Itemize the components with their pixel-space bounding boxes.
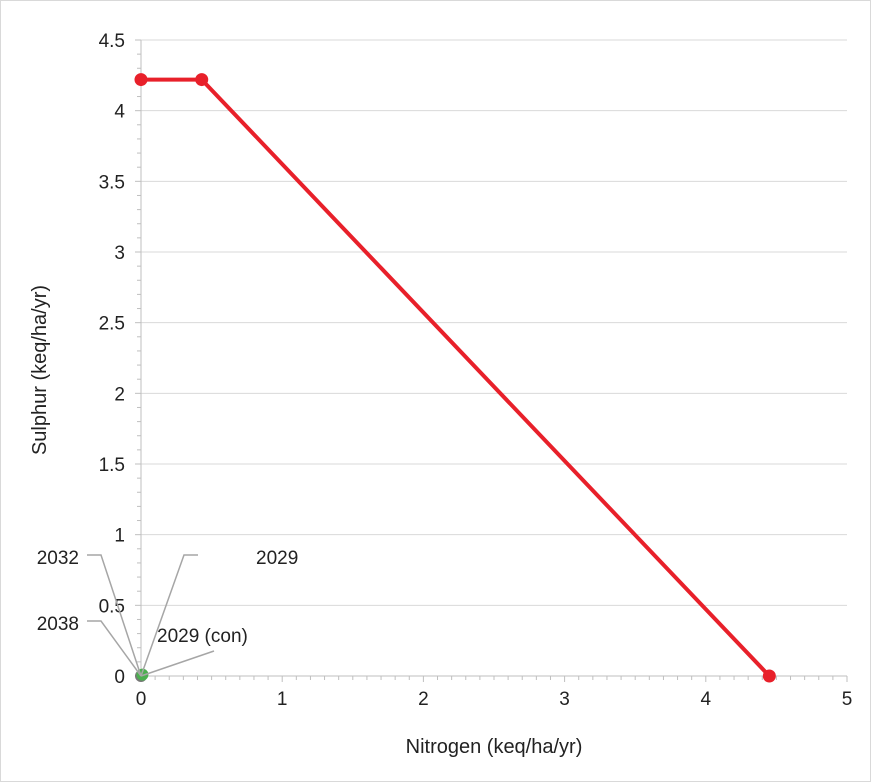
series-point-0-2 <box>762 669 776 683</box>
annotation-label-2038: 2038 <box>37 614 79 635</box>
x-tick-label-0: 0 <box>136 689 147 710</box>
annotation-label-2029: 2029 <box>256 548 298 569</box>
y-axis-title: Sulphur (keq/ha/yr) <box>29 285 51 455</box>
y-tick-label-3: 1.5 <box>99 455 125 476</box>
leader-2032 <box>87 554 142 677</box>
x-axis-title: Nitrogen (keq/ha/yr) <box>406 736 583 758</box>
y-tick-label-0: 0 <box>114 667 125 688</box>
y-tick-labels: 0 0.5 1 1.5 2 2.5 3 3.5 4 4.5 <box>99 31 126 688</box>
y-tick-label-5: 2.5 <box>99 314 125 335</box>
series-line-0 <box>141 77 771 678</box>
x-tick-label-2: 2 <box>418 689 429 710</box>
leader-2038 <box>87 620 142 677</box>
annotation-layer: 2032 2038 2029 2029 (con) <box>37 548 298 677</box>
x-tick-labels: 0 1 2 3 4 5 <box>136 689 853 710</box>
y-tick-label-1: 0.5 <box>99 596 125 617</box>
x-tick-label-1: 1 <box>277 689 288 710</box>
x-tick-label-5: 5 <box>842 689 853 710</box>
y-tick-label-9: 4.5 <box>99 31 125 52</box>
x-tick-label-4: 4 <box>701 689 712 710</box>
y-tick-label-4: 2 <box>114 384 125 405</box>
annotation-label-2032: 2032 <box>37 548 79 569</box>
series-layer <box>134 73 776 683</box>
y-tick-label-2: 1 <box>114 526 125 547</box>
annotation-label-2029-con: 2029 (con) <box>157 626 248 647</box>
y-tick-label-8: 4 <box>114 102 125 123</box>
leader-2029-con <box>140 650 215 677</box>
y-tick-label-7: 3.5 <box>99 172 125 193</box>
x-tick-label-3: 3 <box>559 689 570 710</box>
grid-lines <box>141 39 847 606</box>
y-tick-label-6: 3 <box>114 243 125 264</box>
axes <box>135 39 848 682</box>
series-point-0-0 <box>134 73 148 87</box>
leader-2029 <box>140 554 198 677</box>
series-point-0-1 <box>195 73 209 87</box>
